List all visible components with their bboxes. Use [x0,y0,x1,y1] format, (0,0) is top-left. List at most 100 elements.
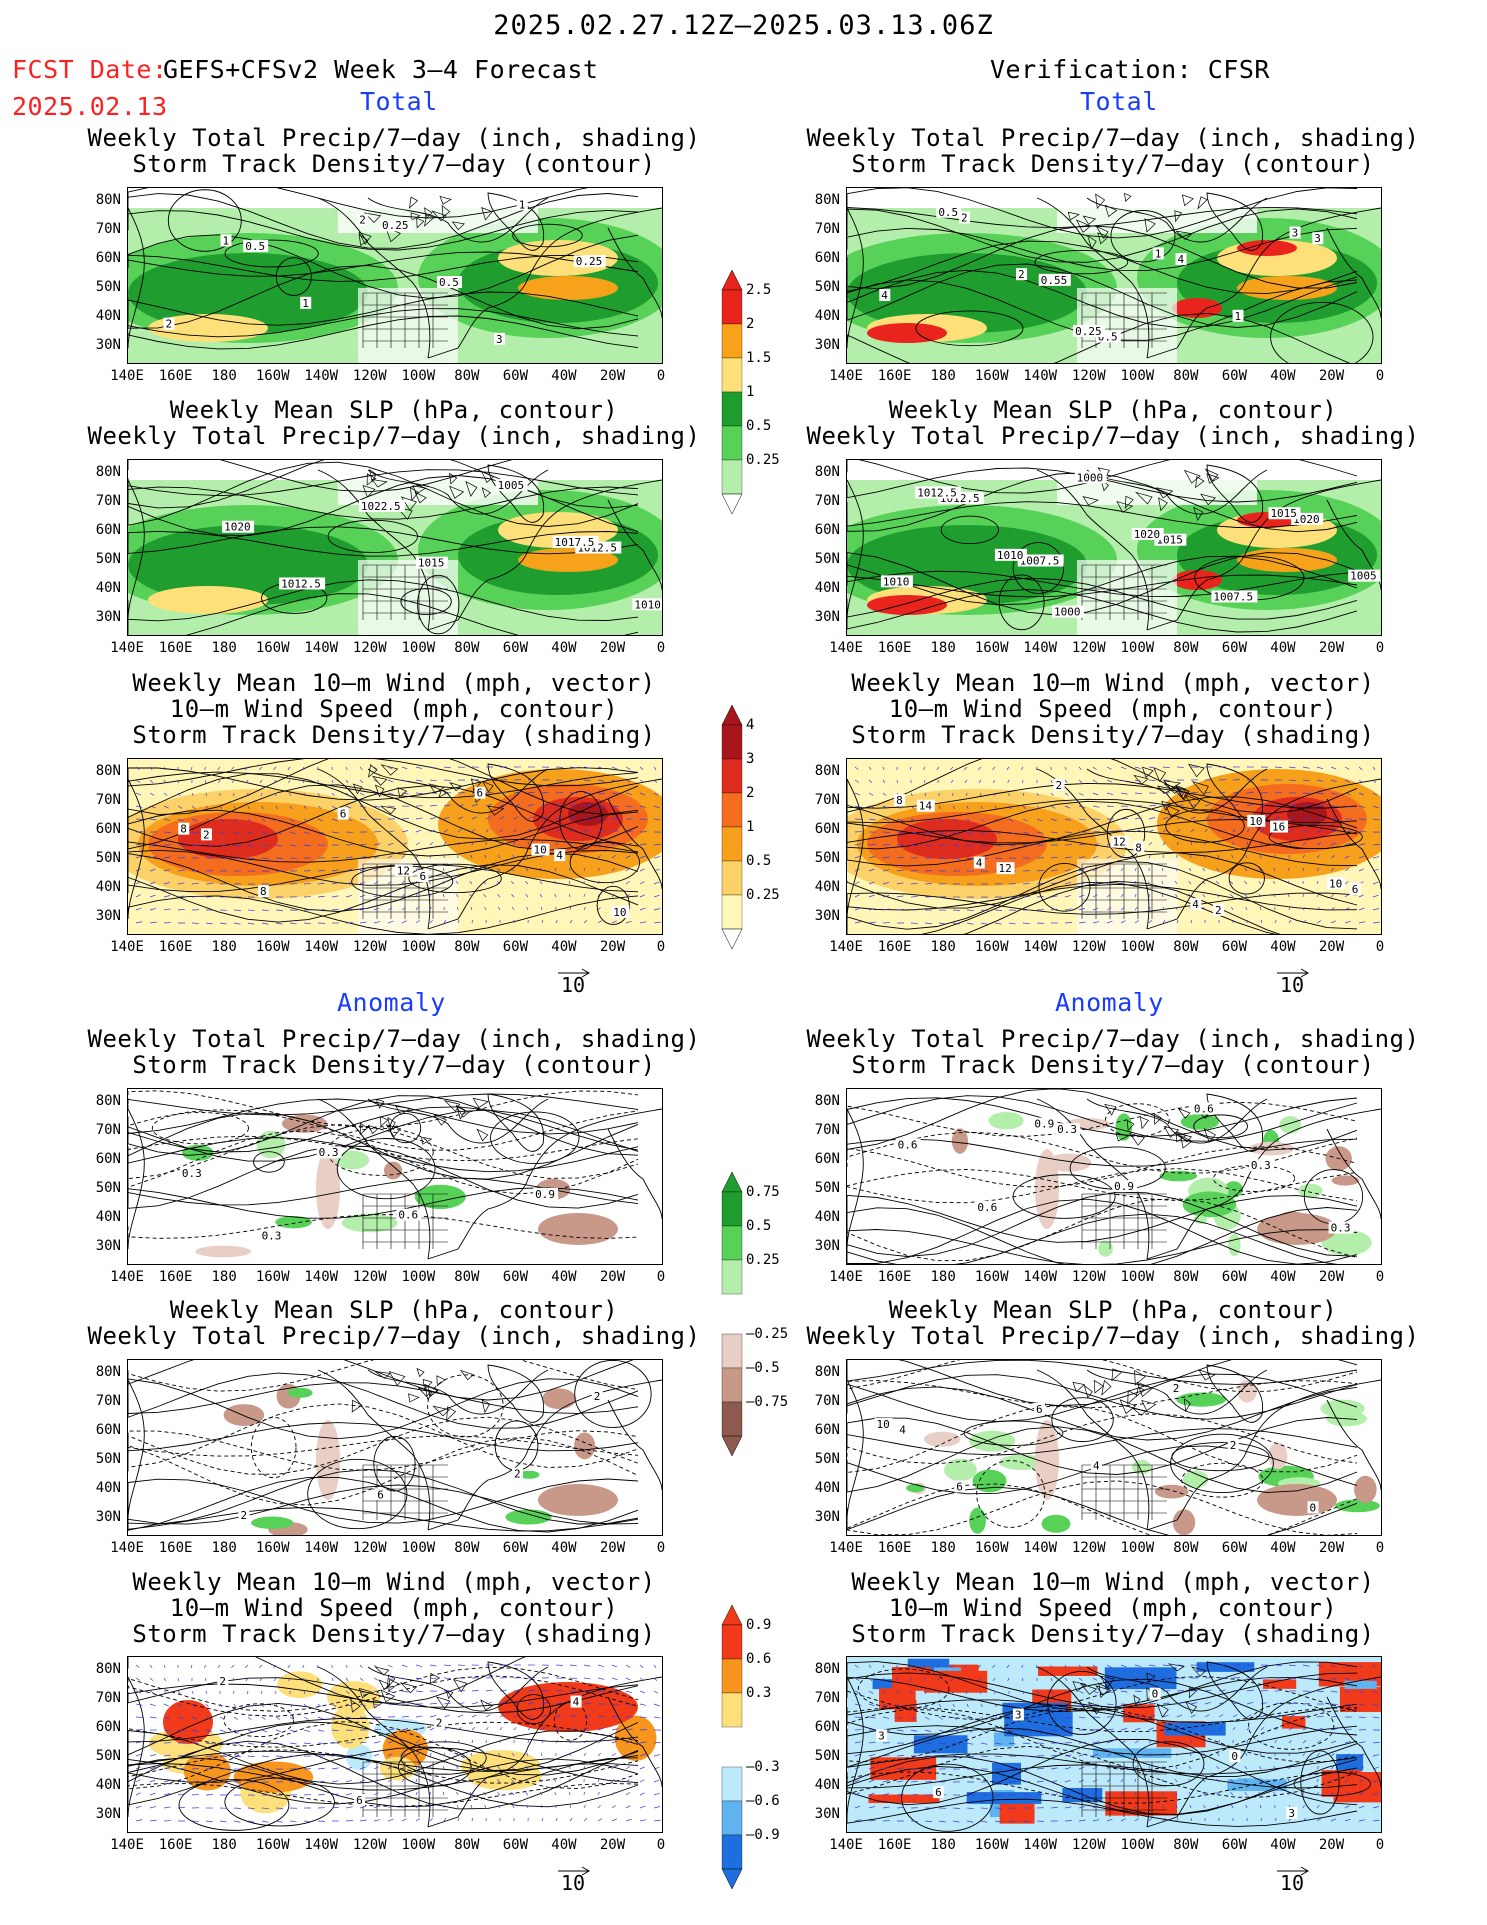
lon-label: 80W [454,1269,480,1285]
lon-label: 0 [1375,1540,1385,1556]
lat-label: 50N [814,1180,840,1196]
lon-label: 120W [352,1269,387,1285]
contour-label: 3 [496,333,503,346]
lon-label: 40W [551,368,577,384]
panel-title-total-wind-fcst: Weekly Mean 10–m Wind (mph, vector) 10–m… [132,669,656,749]
lon-label: 0 [1375,640,1385,656]
lon-label: 160E [158,1540,193,1556]
lon-label: 60W [1221,1269,1248,1285]
lon-label: 60W [1221,1540,1248,1556]
lon-label: 80W [454,1540,480,1556]
map-total-precip-verif: 0.55 4 3 2 0.5 1 4 2 1 3 0.5 0.25 [846,187,1382,364]
lat-label: 80N [95,1093,121,1109]
lat-label: 80N [95,763,121,779]
lon-label: 80W [1173,368,1199,384]
colorbar-label: 1.5 [746,350,772,366]
contour-label: 1010 [997,549,1024,562]
lat-label: 40N [814,580,840,596]
panel-title-anom-awind-fcst: Weekly Mean 10–m Wind (mph, vector) 10–m… [132,1568,656,1648]
lat-label: 80N [814,464,840,480]
contour-label: 2 [240,1509,247,1522]
lat-label: 30N [95,609,121,625]
lat-label: 60N [814,821,840,837]
contour-label: 10 [1249,815,1262,828]
contour-label: 0.3 [262,1229,282,1242]
contour-label: 1000 [1077,471,1104,484]
lon-label: 80W [1173,640,1199,656]
lon-label: 160W [974,1269,1009,1285]
lon-label: 60W [1221,368,1248,384]
lon-label: 100W [1120,939,1155,955]
contour-label: 6 [340,808,347,821]
contour-label: 1017.5 [555,536,595,549]
contour-label: 0.3 [319,1146,339,1159]
lon-label: 60W [502,939,529,955]
lon-label: 120W [352,1837,387,1853]
lat-label: 30N [814,908,840,924]
lon-label: 40W [1270,939,1296,955]
lon-label: 60W [1221,1837,1248,1853]
contour-label: 3 [1292,227,1299,240]
panel-title-total-wind-verif: Weekly Mean 10–m Wind (mph, vector) 10–m… [851,669,1375,749]
lat-label: 30N [95,337,121,353]
colorbar-label: 0.3 [746,1685,772,1701]
vector-reference-label: 10 [1280,1871,1305,1895]
lat-label: 50N [95,279,121,295]
contour-label: 2 [1018,268,1025,281]
contour-label: 6 [476,787,483,800]
lon-label: 140E [829,1837,863,1853]
contour-label: 1 [222,234,229,247]
lon-label: 100W [401,939,436,955]
lon-label: 80W [454,640,480,656]
contour-label: 0.9 [1114,1180,1134,1193]
lon-label: 140W [304,1540,339,1556]
lon-label: 120W [1071,368,1106,384]
lon-label: 160W [974,640,1009,656]
lon-label: 80W [1173,1540,1199,1556]
colorbar-precip_anom [721,1171,743,1457]
vector-reference-arrow [1277,1861,1311,1880]
lat-label: 80N [814,1364,840,1380]
lon-label: 60W [502,1269,529,1285]
lon-label: 140E [110,640,144,656]
lat-label: 60N [95,821,121,837]
lat-label: 40N [95,1777,121,1793]
colorbar-storm_anom [721,1604,743,1890]
lon-label: 0 [656,640,666,656]
colorbar-label: 0.5 [746,853,772,869]
lat-label: 50N [814,850,840,866]
contour-label: 3 [1015,1709,1022,1722]
lon-label: 140W [304,1269,339,1285]
contour-label: 2 [165,318,172,331]
contour-label: 1020 [224,521,251,534]
contour-label: 14 [919,800,933,813]
lon-label: 180 [211,1837,237,1853]
lon-label: 0 [1375,1269,1385,1285]
lon-label: 140E [110,1837,144,1853]
contour-label: 0 [1231,1750,1238,1763]
contour-label: 2 [514,1467,521,1480]
lon-label: 160E [158,640,193,656]
lat-label: 60N [95,1151,121,1167]
lon-label: 20W [599,640,626,656]
contour-label: 3 [1314,232,1321,245]
lat-label: 50N [95,1748,121,1764]
lon-label: 160W [974,368,1009,384]
fcst-date-label: FCST Date: [12,55,168,84]
contour-label: 0.25 [576,255,603,268]
lat-label: 70N [814,493,840,509]
lat-label: 30N [95,908,121,924]
contour-label: 4 [556,849,563,862]
colorbar-label: 1 [746,384,755,400]
contour-label: 0.5 [245,240,265,253]
contour-label: 0.3 [182,1167,202,1180]
contour-label: 0.9 [535,1188,555,1201]
lat-label: 60N [95,522,121,538]
contour-label: 4 [899,1424,906,1437]
lat-label: 70N [814,1393,840,1409]
map-anom-awind-fcst: 2 4 2 6 [127,1656,663,1833]
colorbar-wrap [720,704,744,953]
lon-label: 80W [1173,939,1199,955]
lon-label: 140W [1023,1540,1058,1556]
lon-label: 160W [255,1540,290,1556]
